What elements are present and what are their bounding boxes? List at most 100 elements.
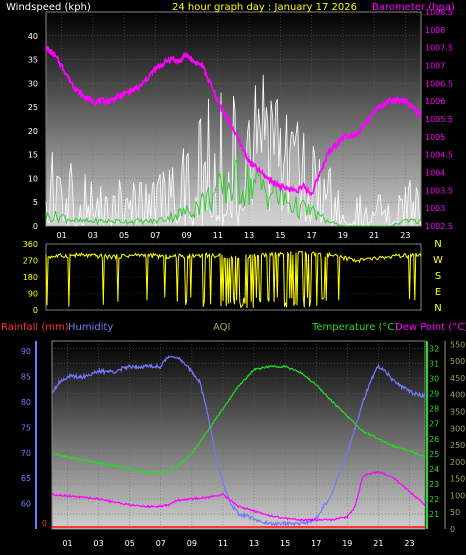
aqi-tick: 500	[450, 357, 465, 366]
climate-x-tick: 01	[62, 539, 72, 548]
wind-x-tick: 21	[369, 231, 379, 240]
climate-x-tick: 13	[249, 539, 259, 548]
compass-letter: N	[434, 239, 441, 250]
temperature-tick: 29	[429, 390, 439, 399]
humidity-tick: 85	[21, 373, 31, 382]
compass-letter: N	[434, 303, 441, 314]
wind-x-tick: 11	[213, 231, 223, 240]
aqi-tick: 400	[450, 391, 465, 400]
direction-line	[45, 250, 422, 309]
humidity-tick-labels: 60 65 70 75 80 85 90	[21, 347, 31, 508]
wind-x-tick: 09	[182, 231, 192, 240]
barometer-tick: 1006	[425, 97, 445, 106]
wind-x-tick: 07	[150, 231, 160, 240]
windspeed-tick: 25	[28, 103, 38, 112]
barometer-tick: 1008	[425, 26, 445, 35]
climate-x-tick: 21	[373, 539, 383, 548]
humidity-tick: 70	[21, 449, 31, 458]
aqi-tick: 0	[450, 525, 455, 534]
windspeed-tick: 5	[33, 198, 38, 207]
aqi-tick: 450	[450, 374, 465, 383]
barometer-tick-labels: 1002.5 1003 1003.5 1004 1004.5 1005 1005.5 1006…	[425, 8, 453, 231]
humidity-tick: 65	[21, 474, 31, 483]
rain-tick: 0	[42, 519, 47, 528]
barometer-tick: 1008.5	[425, 8, 453, 17]
wind-x-tick: 19	[338, 231, 348, 240]
climate-x-tick: 15	[280, 539, 290, 548]
dew-point-label: Dew Point (°C)	[395, 322, 466, 333]
barometer-tick: 1005.5	[425, 115, 453, 124]
temperature-tick: 32	[429, 345, 439, 354]
direction-tick: 0	[33, 306, 38, 315]
temperature-tick: 22	[429, 495, 439, 504]
windspeed-tick: 30	[28, 79, 38, 88]
climate-x-tick: 05	[125, 539, 135, 548]
temperature-tick: 26	[429, 435, 439, 444]
humidity-line	[51, 355, 426, 527]
aqi-label: AQI	[213, 322, 231, 333]
wind-x-tick: 13	[244, 231, 254, 240]
humidity-tick: 90	[21, 347, 31, 356]
temperature-tick-labels: 21 22 23 24 25 26 27 28 29 30 31 32	[429, 345, 439, 519]
aqi-tick: 550	[450, 340, 465, 349]
aqi-tick: 200	[450, 458, 465, 467]
windspeed-tick: 10	[28, 174, 38, 183]
aqi-tick: 250	[450, 441, 465, 450]
direction-marks	[45, 250, 422, 309]
windspeed-axis-label: Windspeed (kph)	[6, 2, 91, 13]
wind-x-tick: 17	[307, 231, 317, 240]
aqi-tick-labels: 0 50 100 150 200 250 300 350 400 450 500 550	[450, 340, 465, 534]
rain-tick-labels: 0	[42, 519, 47, 528]
direction-tick-labels: 0 90 180 270 360	[23, 240, 38, 315]
temperature-tick: 21	[429, 510, 439, 519]
barometer-tick: 1007	[425, 62, 445, 71]
barometer-tick: 1006.5	[425, 79, 453, 88]
humidity-tick: 75	[21, 423, 31, 432]
direction-tick: 90	[28, 290, 38, 299]
climate-x-tick: 07	[156, 539, 166, 548]
barometer-tick: 1005	[425, 133, 445, 142]
wind-x-tick: 05	[119, 231, 129, 240]
temperature-tick: 25	[429, 450, 439, 459]
direction-tick: 270	[23, 257, 38, 266]
temperature-line	[52, 364, 426, 475]
climate-x-tick: 19	[342, 539, 352, 548]
aqi-tick: 100	[450, 491, 465, 500]
aqi-tick: 150	[450, 475, 465, 484]
climate-marks	[51, 355, 426, 528]
climate-x-tick: 11	[218, 539, 228, 548]
compass-letter: S	[435, 271, 441, 282]
direction-tick: 360	[23, 240, 38, 249]
barometer-line	[45, 45, 422, 196]
barometer-tick: 1002.5	[425, 222, 453, 231]
humidity-label: Humidity	[68, 322, 113, 333]
compass-letter: E	[435, 287, 441, 298]
wind-x-tick: 01	[57, 231, 67, 240]
wind-barometer-marks	[45, 45, 422, 227]
wind-x-tick: 23	[400, 231, 410, 240]
rainfall-label: Rainfall (mm)	[1, 322, 69, 333]
wind-x-tick: 15	[275, 231, 285, 240]
windspeed-tick: 20	[28, 127, 38, 136]
direction-tick: 180	[23, 273, 38, 282]
dew-point-line	[51, 470, 426, 523]
barometer-tick: 1004.5	[425, 151, 453, 160]
temperature-tick: 31	[429, 360, 439, 369]
barometer-tick: 1004	[425, 169, 445, 178]
aqi-tick: 300	[450, 424, 465, 433]
climate-x-tick: 23	[404, 539, 414, 548]
wind-average-line	[45, 159, 422, 227]
barometer-tick: 1003	[425, 204, 445, 213]
climate-x-tick: 09	[187, 539, 197, 548]
temperature-tick: 24	[429, 465, 439, 474]
temperature-tick: 30	[429, 375, 439, 384]
windspeed-tick: 15	[28, 151, 38, 160]
temperature-tick: 28	[429, 405, 439, 414]
climate-x-tick: 03	[94, 539, 104, 548]
windspeed-tick: 35	[28, 56, 38, 65]
climate-x-tick-labels: 01 03 05 07 09 11 13 15 17 19 21 23	[62, 539, 414, 548]
aqi-tick: 50	[450, 508, 460, 517]
wind-x-tick: 03	[88, 231, 98, 240]
